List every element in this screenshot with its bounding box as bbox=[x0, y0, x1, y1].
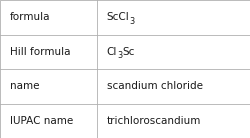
Text: name: name bbox=[10, 81, 40, 91]
Text: Hill formula: Hill formula bbox=[10, 47, 70, 57]
Text: 3: 3 bbox=[116, 51, 122, 60]
Text: formula: formula bbox=[10, 12, 50, 22]
Text: scandium chloride: scandium chloride bbox=[106, 81, 202, 91]
Text: ScCl: ScCl bbox=[106, 12, 129, 22]
Text: trichloroscandium: trichloroscandium bbox=[106, 116, 200, 126]
Text: Cl: Cl bbox=[106, 47, 117, 57]
Text: 3: 3 bbox=[129, 17, 134, 26]
Text: IUPAC name: IUPAC name bbox=[10, 116, 73, 126]
Text: Sc: Sc bbox=[122, 47, 134, 57]
